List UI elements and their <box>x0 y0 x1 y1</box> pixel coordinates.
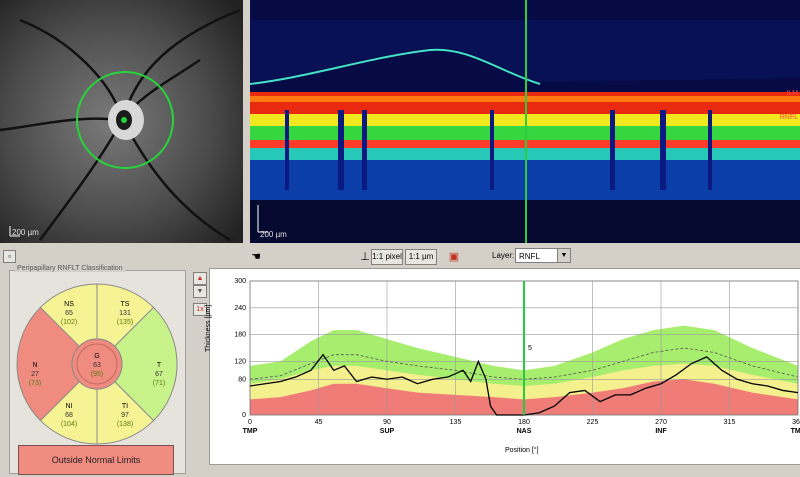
zoom-flag-button[interactable]: 1x <box>193 303 207 316</box>
x-tick-label-1: 45 <box>315 419 323 426</box>
print-icon[interactable]: ▣ <box>448 251 460 263</box>
sector-t-label: T <box>157 362 162 369</box>
fundus-drawing <box>0 0 243 243</box>
sector-ns-label: NS <box>64 301 74 308</box>
x-tick-label-2: 90 <box>383 419 391 426</box>
chevron-down-icon[interactable]: ▼ <box>557 249 570 262</box>
layer-select[interactable]: RNFL ▼ <box>515 248 571 263</box>
x-tick-label-4: 180 <box>518 419 530 426</box>
layer-select-value: RNFL <box>519 252 540 261</box>
y-tick-label-2: 180 <box>234 332 246 339</box>
y-tick-label-5: 0 <box>242 412 246 419</box>
y-tick-label-1: 240 <box>234 305 246 312</box>
sector-g-label: G <box>94 353 99 360</box>
thickness-plot: 300 240 180 120 80 00 45 90 135 180 225 270 315 360 TM… <box>234 278 800 435</box>
sector-g-ring <box>76 343 118 385</box>
sector-g-value: 63 <box>93 362 101 369</box>
classification-status: Outside Normal Limits <box>18 445 174 475</box>
x-tick-label-8: 360 <box>792 419 800 426</box>
sector-ni-label: NI <box>66 403 73 410</box>
one-to-one-pixel-button[interactable]: 1:1 pixel <box>371 249 403 265</box>
region-label-4: TMP <box>791 428 800 435</box>
hand-icon[interactable]: ☚ <box>251 251 261 263</box>
sector-t-normal: (71) <box>153 380 165 387</box>
sector-ti-value: 97 <box>121 412 129 419</box>
sector-t-value: 67 <box>155 371 163 378</box>
sector-ni-value: 68 <box>65 412 73 419</box>
y-tick-label-4: 80 <box>238 376 246 383</box>
sector-ni-normal: (104) <box>61 421 77 428</box>
pin-icon[interactable]: ⊥ <box>360 251 370 263</box>
x-tick-label-5: 225 <box>587 419 599 426</box>
one-to-one-um-button[interactable]: 1:1 µm <box>405 249 437 265</box>
sector-ti-label: TI <box>122 403 128 410</box>
sector-chart: NS 65 (102) TS 131 (135) N 27 (73) G 63 (95) T 67 (71)… <box>16 283 178 445</box>
sector-n-normal: (73) <box>29 380 41 387</box>
sector-ns-normal: (102) <box>61 319 77 326</box>
sector-ts-label: TS <box>121 301 130 308</box>
classification-title: Peripapillary RNFLT Classification <box>15 265 125 272</box>
x-tick-label-7: 315 <box>724 419 736 426</box>
sector-ts-normal: (135) <box>117 319 133 326</box>
sector-g <box>71 338 123 390</box>
fundus-scalebar-label: 200 µm <box>12 228 39 237</box>
thickness-chart: 300 240 180 120 80 00 45 90 135 180 225 270 315 360 TM… <box>209 268 800 465</box>
fundus-image[interactable]: 200 µm <box>0 0 243 243</box>
sector-ti-normal: (138) <box>117 421 133 428</box>
region-label-0: TMP <box>243 428 258 435</box>
ilm-label: ILM <box>786 90 798 97</box>
oct-bscan[interactable]: ILM RNFL 200 µm <box>250 0 800 243</box>
x-tick-label-3: 135 <box>450 419 462 426</box>
classification-panel: NS 65 (102) TS 131 (135) N 27 (73) G 63 (95) T 67 (71)… <box>9 270 186 474</box>
toolbar: ▫ ☚ ⊥ 1:1 pixel 1:1 µm ▣ Layer: RNFL ▼ <box>0 246 800 268</box>
sector-ns-value: 65 <box>65 310 73 317</box>
x-tick-label-6: 270 <box>655 419 667 426</box>
oct-drawing <box>250 0 800 243</box>
sector-n-label: N <box>32 362 37 369</box>
region-label-2: NAS <box>517 428 532 435</box>
sector-g-normal: (95) <box>91 371 103 378</box>
x-axis-title: Position [°] <box>505 447 539 454</box>
sector-n-value: 27 <box>31 371 39 378</box>
oct-scalebar-label: 200 µm <box>260 230 287 239</box>
region-label-3: INF <box>655 428 667 435</box>
y-tick-label-3: 120 <box>234 358 246 365</box>
scroll-up-button[interactable]: ▲ <box>193 272 207 285</box>
scroll-down-button[interactable]: ▼ <box>193 285 207 298</box>
sector-ts-value: 131 <box>119 310 131 317</box>
x-tick-label-0: 0 <box>248 419 252 426</box>
layer-label: Layer: <box>492 251 515 260</box>
region-label-1: SUP <box>380 428 395 435</box>
cursor-label: 5 <box>528 345 532 352</box>
expand-icon[interactable]: ▫ <box>3 250 16 263</box>
y-tick-label-0: 300 <box>234 278 246 285</box>
y-axis-title: Thickness [µm] <box>205 304 212 352</box>
series-line-patient <box>249 353 799 416</box>
rnfl-label: RNFL <box>779 114 798 121</box>
